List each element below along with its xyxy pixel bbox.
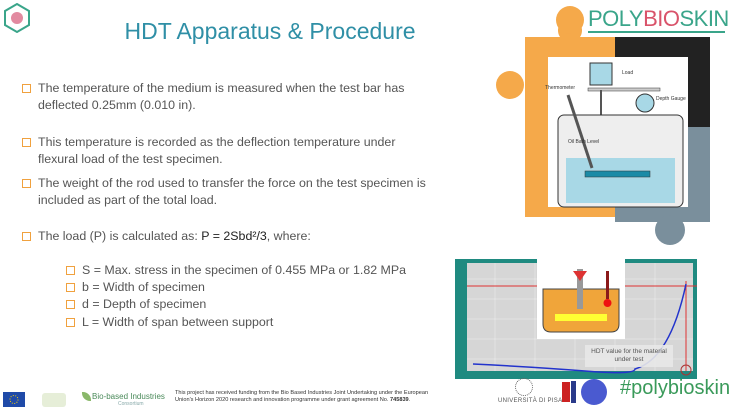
project-logo-icon bbox=[4, 2, 30, 34]
institute-logo-icon bbox=[560, 378, 610, 406]
bullet-square-icon bbox=[66, 300, 75, 309]
polybioskin-logo: POLYBIOSKIN bbox=[588, 6, 729, 31]
sub-bullet: S = Max. stress in the specimen of 0.455… bbox=[66, 262, 406, 279]
sub-bullet: L = Width of span between support bbox=[66, 314, 273, 331]
funding-notice: This project has received funding from t… bbox=[175, 390, 429, 403]
bbi-leaf-icon bbox=[82, 392, 91, 401]
sub-bullet: d = Depth of specimen bbox=[66, 296, 206, 313]
hdt-apparatus-diagram: Load Thermometer Depth Gauge Oil Bath Le… bbox=[496, 6, 710, 245]
bullet-square-icon bbox=[22, 84, 31, 93]
bbi-consortium-logo: Bio-based Industries bbox=[92, 392, 165, 401]
unipisa-logo: UNIVERSITÀ DI PISA bbox=[498, 398, 563, 404]
bullet-square-icon bbox=[66, 283, 75, 292]
bullet-square-icon bbox=[22, 232, 31, 241]
bullet-square-icon bbox=[66, 266, 75, 275]
label-thermometer: Thermometer bbox=[545, 85, 575, 91]
bullet-3: The weight of the rod used to transfer t… bbox=[22, 175, 426, 209]
logo-underline bbox=[588, 31, 725, 33]
bullet-square-icon bbox=[66, 318, 75, 327]
bullet-1: The temperature of the medium is measure… bbox=[22, 80, 404, 114]
bullet-2: This temperature is recorded as the defl… bbox=[22, 134, 395, 168]
label-load: Load bbox=[622, 70, 633, 76]
unipisa-seal-icon bbox=[515, 378, 533, 396]
eu-flag-icon bbox=[3, 392, 25, 407]
bbi-consortium-sub: Consortium bbox=[118, 401, 144, 407]
load-formula: P = 2Sbd²/3 bbox=[201, 229, 267, 243]
slide-title: HDT Apparatus & Procedure bbox=[124, 18, 416, 44]
sub-bullet: b = Width of specimen bbox=[66, 279, 205, 296]
bullet-square-icon bbox=[22, 138, 31, 147]
bbi-ju-logo-icon bbox=[42, 393, 66, 407]
bullet-square-icon bbox=[22, 179, 31, 188]
label-depth-gauge: Depth Gauge bbox=[656, 96, 686, 102]
hdt-curve-graph: HDT value for the material under test bbox=[455, 259, 697, 379]
hdt-annotation: HDT value for the material under test bbox=[591, 348, 667, 363]
hashtag-polybioskin: #polybioskin bbox=[620, 377, 730, 399]
bullet-4: The load (P) is calculated as: P = 2Sbd²… bbox=[22, 228, 311, 245]
label-oil-bath: Oil Bath Level bbox=[568, 139, 599, 145]
